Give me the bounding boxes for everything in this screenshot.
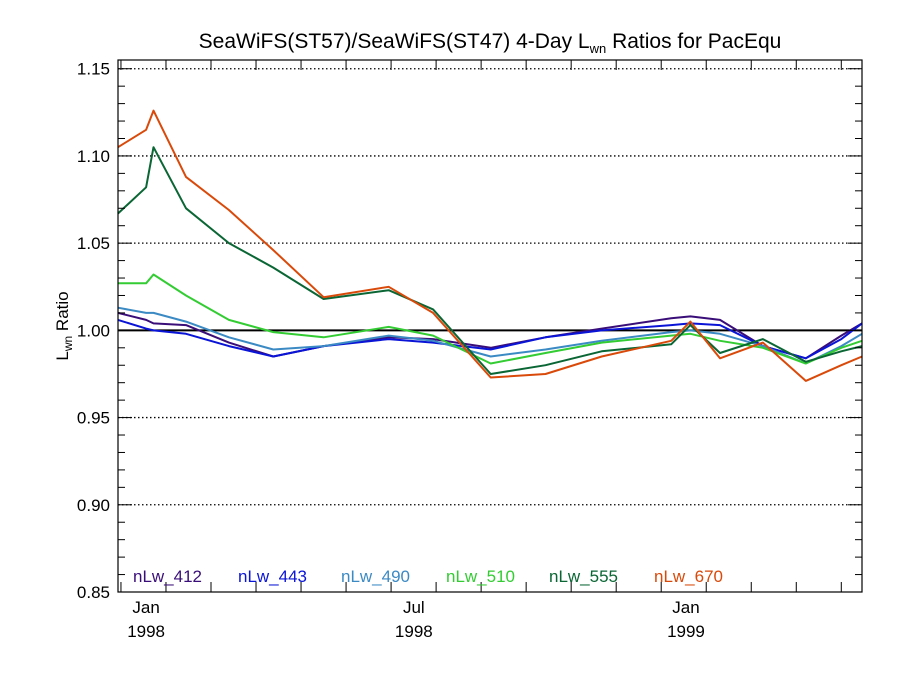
series-line-nLw_490 — [117, 306, 863, 365]
x-axis-ticks: Jan 1998 Jul 1998 Jan 1999 — [120, 60, 842, 641]
gridlines — [118, 68, 862, 506]
series-line-nLw_555 — [117, 146, 863, 375]
legend-label-nLw_555: nLw_555 — [549, 567, 618, 586]
y-tick-label: 0.90 — [77, 496, 110, 515]
x-tick-label: Jan — [132, 598, 159, 617]
x-tick-year-label: 1999 — [667, 622, 705, 641]
y-tick-label: 1.05 — [77, 234, 110, 253]
legend-label-nLw_670: nLw_670 — [654, 567, 723, 586]
legend-label-nLw_443: nLw_443 — [238, 567, 307, 586]
x-tick-year-label: 1998 — [127, 622, 165, 641]
y-tick-label: 0.85 — [77, 583, 110, 602]
y-tick-label: 0.95 — [77, 409, 110, 428]
chart-title: SeaWiFS(ST57)/SeaWiFS(ST47) 4-Day Lwn Ra… — [199, 30, 782, 56]
y-tick-label: 1.15 — [77, 60, 110, 79]
legend-label-nLw_412: nLw_412 — [133, 567, 202, 586]
y-tick-label: 1.10 — [77, 147, 110, 166]
x-tick-label: Jul — [403, 598, 425, 617]
legend-label-nLw_510: nLw_510 — [446, 567, 515, 586]
y-axis-label: Lwn Ratio — [53, 291, 75, 360]
y-tick-label: 1.00 — [77, 321, 110, 340]
x-tick-year-label: 1998 — [395, 622, 433, 641]
series-layer — [117, 109, 863, 382]
legend: nLw_412 nLw_443 nLw_490 nLw_510 nLw_555 nLw_6… — [133, 567, 723, 586]
series-line-nLw_670 — [117, 109, 863, 382]
series-line-nLw_443 — [117, 318, 863, 360]
y-axis-ticks: 0.85 0.90 0.95 1.00 1.05 1.10 1.15 — [77, 60, 862, 602]
legend-label-nLw_490: nLw_490 — [341, 567, 410, 586]
series-line-nLw_510 — [118, 273, 863, 365]
plot-frame — [117, 59, 863, 593]
x-tick-label: Jan — [672, 598, 699, 617]
